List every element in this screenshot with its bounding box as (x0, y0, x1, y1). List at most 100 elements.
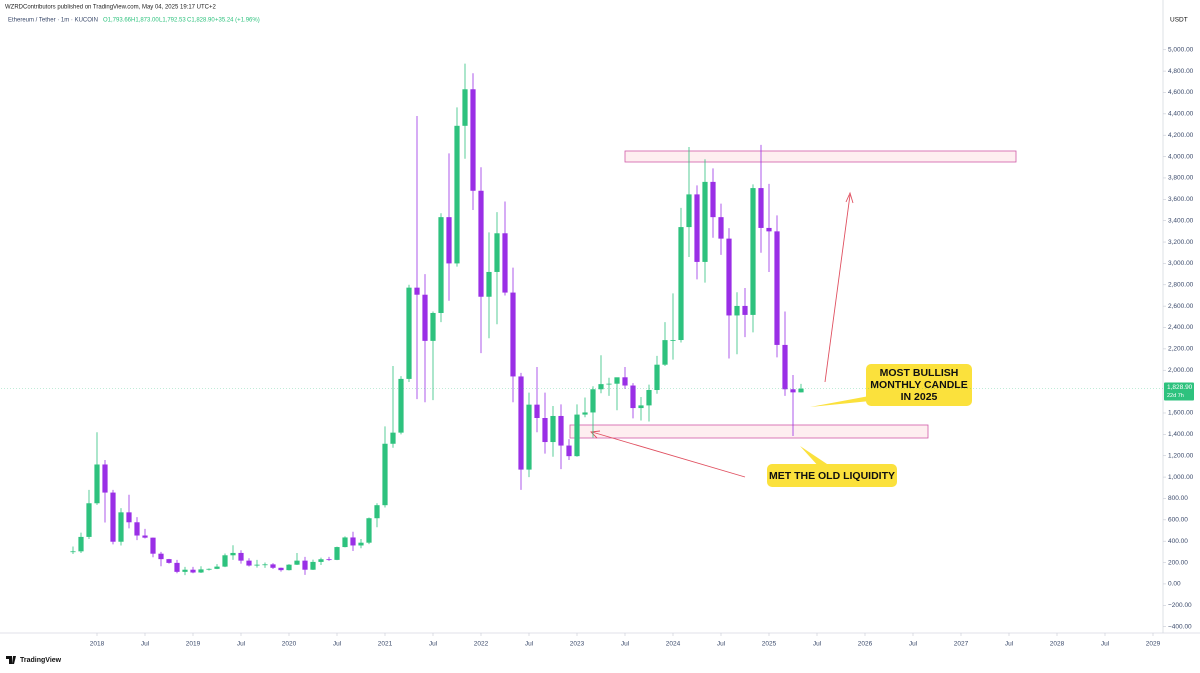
x-tick-label: 2021 (378, 641, 393, 648)
y-tick-label: 400.00 (1168, 538, 1188, 545)
x-tick-label: 2024 (666, 641, 681, 648)
candle-body (478, 190, 484, 297)
candle-body (190, 569, 196, 573)
logo: TradingView (20, 657, 62, 664)
countdown: 22d 7h (1167, 393, 1184, 399)
y-tick-label: 600.00 (1168, 517, 1188, 524)
x-tick-label: 2027 (954, 641, 969, 648)
candle-body (230, 552, 236, 556)
callout-text: MET THE OLD LIQUIDITY (769, 470, 895, 482)
candle-body (614, 377, 620, 384)
ohlc-change: +35.24 (+1.96%) (215, 18, 260, 24)
candle-body (174, 562, 180, 572)
ohlc-close: C1,828.90 (187, 18, 215, 24)
y-tick-label: −200.00 (1168, 602, 1192, 609)
candle-body (374, 505, 380, 519)
y-tick-label: 3,200.00 (1168, 239, 1194, 246)
candle-body (502, 233, 508, 293)
publisher: WZRDContributors published on TradingVie… (5, 5, 216, 11)
target-arrow (824, 194, 851, 383)
candle-body (406, 287, 412, 379)
candle-body (342, 537, 348, 548)
y-tick-label: 2,000.00 (1168, 367, 1194, 374)
candle-body (518, 376, 524, 470)
candle-body (238, 552, 244, 561)
x-tick-label: Jul (909, 641, 918, 648)
candle-body (246, 560, 252, 566)
y-tick-label: 2,800.00 (1168, 281, 1194, 288)
candle-body (654, 364, 660, 391)
y-tick-label: 1,000.00 (1168, 474, 1194, 481)
candle-body (750, 188, 756, 315)
x-tick-label: 2029 (1146, 641, 1161, 648)
candle-body (422, 294, 428, 341)
candle-body (110, 492, 116, 542)
candle-body (766, 227, 772, 232)
candle-body (782, 344, 788, 390)
candle-body (142, 535, 148, 538)
y-tick-label: 3,000.00 (1168, 260, 1194, 267)
x-tick-label: Jul (1101, 641, 1110, 648)
candle-body (310, 561, 316, 570)
candle-body (486, 271, 492, 297)
candle-body (582, 412, 588, 415)
callout-text: MOST BULLISH MONTHLY CANDLE IN 2025 (870, 367, 968, 403)
y-tick-label: 200.00 (1168, 559, 1188, 566)
candle-body (134, 522, 140, 536)
candle-body (326, 559, 332, 561)
candle-body (150, 537, 156, 554)
candle-body (350, 537, 356, 546)
y-tick-label: 4,800.00 (1168, 68, 1194, 75)
candle-body (446, 217, 452, 264)
x-tick-label: 2023 (570, 641, 585, 648)
y-tick-label: 4,000.00 (1168, 153, 1194, 160)
candle-body (262, 564, 268, 566)
y-tick-label: 1,400.00 (1168, 431, 1194, 438)
candle-body (670, 340, 676, 341)
candle-body (726, 238, 732, 316)
x-tick-label: 2028 (1050, 641, 1065, 648)
candle-body (126, 512, 132, 523)
callout-box (767, 464, 897, 487)
y-tick-label: 0.00 (1168, 581, 1181, 588)
y-tick-label: 4,600.00 (1168, 89, 1194, 96)
candle-body (454, 125, 460, 264)
candle-body (566, 445, 572, 457)
x-tick-label: Jul (333, 641, 342, 648)
x-tick-label: 2019 (186, 641, 201, 648)
resistance-zone (624, 150, 1017, 163)
candle-body (630, 385, 636, 409)
candle-body (710, 181, 716, 218)
liquidity-arrow (591, 431, 746, 478)
candle-body (742, 305, 748, 315)
y-tick-label: 1,600.00 (1168, 410, 1194, 417)
candle-body (102, 464, 108, 493)
candle-body (790, 389, 796, 393)
candle-body (774, 231, 780, 345)
candle-body (414, 287, 420, 295)
y-tick-label: 5,000.00 (1168, 46, 1194, 53)
x-tick-label: Jul (429, 641, 438, 648)
candle-body (734, 305, 740, 316)
candle-body (198, 569, 204, 573)
callout-pointer (810, 394, 880, 407)
candle-body (294, 560, 300, 565)
candle-body (318, 559, 324, 562)
callout: MOST BULLISH MONTHLY CANDLE IN 2025 (870, 367, 968, 403)
candle-body (758, 188, 764, 228)
candle-body (390, 432, 396, 444)
candle-body (278, 567, 284, 571)
candle-body (270, 564, 276, 568)
candle-body (214, 566, 220, 569)
liquidity-zone (569, 424, 929, 439)
candle-body (662, 340, 668, 365)
y-tick-label: 4,200.00 (1168, 132, 1194, 139)
candle-body (78, 536, 84, 552)
candle-body (470, 89, 476, 191)
currency: USDT (1170, 17, 1188, 24)
callout-pointer (800, 446, 830, 468)
logo-mark (6, 656, 16, 664)
candle-body (702, 181, 708, 262)
